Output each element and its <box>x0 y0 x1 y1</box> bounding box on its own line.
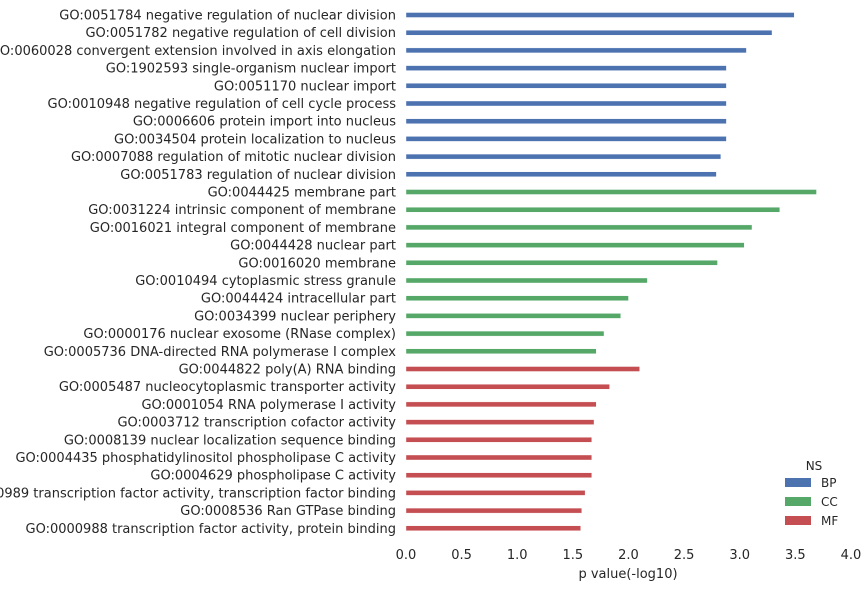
y-tick-label: GO:0008536 Ran GTPase binding <box>180 504 396 519</box>
y-tick-label: GO:0003712 transcription cofactor activi… <box>117 416 396 431</box>
y-tick-label: GO:0060028 convergent extension involved… <box>0 44 396 59</box>
y-tick-label: GO:0034399 nuclear periphery <box>194 309 396 324</box>
y-tick-label: GO:0034504 protein localization to nucle… <box>114 132 396 147</box>
y-tick-label: GO:0044425 membrane part <box>208 186 396 201</box>
y-tick-label: GO:0051170 nuclear import <box>214 79 396 94</box>
bar-bp <box>405 47 747 54</box>
legend-label-cc: CC <box>821 495 838 509</box>
y-tick-label: GO:0051782 negative regulation of cell d… <box>85 26 396 41</box>
bar-cc <box>405 348 597 354</box>
bar-bp <box>405 12 795 18</box>
bar-mf <box>405 472 592 478</box>
bar-bp <box>405 83 727 89</box>
bar-cc <box>405 277 648 284</box>
bar-mf <box>405 401 597 408</box>
bar-mf <box>405 490 586 496</box>
y-tick-label: GO:1902593 single-organism nuclear impor… <box>106 62 396 77</box>
x-tick-label: 2.0 <box>618 548 639 563</box>
bar-mf <box>405 454 592 461</box>
x-tick-label: 0.5 <box>451 548 472 563</box>
bar-cc <box>405 242 745 248</box>
bar-cc <box>405 189 817 195</box>
x-tick-label: 3.0 <box>729 548 750 563</box>
y-tick-label: GO:0007088 regulation of mitotic nuclear… <box>71 150 396 165</box>
bar-bp <box>405 153 722 160</box>
y-tick-label: GO:0044424 intracellular part <box>201 292 396 307</box>
y-tick-label: GO:0044428 nuclear part <box>230 239 396 254</box>
bar-bp <box>405 118 727 124</box>
bar-cc <box>405 330 605 337</box>
y-tick-label: GO:0016020 membrane <box>238 256 396 271</box>
legend-swatch-bp <box>785 478 811 487</box>
y-tick-label: GO:0001054 RNA polymerase I activity <box>141 398 396 413</box>
legend-title: NS <box>806 459 823 473</box>
bar-mf <box>405 507 582 514</box>
legend-swatch-mf <box>785 516 811 525</box>
bar-mf <box>405 384 610 390</box>
y-tick-label: GO:0004435 phosphatidylinositol phosphol… <box>15 451 396 466</box>
x-axis-title: p value(-log10) <box>578 567 677 582</box>
x-tick-label: 2.5 <box>674 548 695 563</box>
x-tick-label: 1.5 <box>563 548 584 563</box>
y-tick-label: GO:0005736 DNA-directed RNA polymerase I… <box>44 345 397 360</box>
y-tick-label: GO:0016021 integral component of membran… <box>90 221 396 236</box>
x-tick-label: 0.0 <box>396 548 417 563</box>
bar-mf <box>405 366 640 372</box>
y-tick-label: GO:0051783 regulation of nuclear divisio… <box>120 168 396 183</box>
y-tick-label: GO:0051784 negative regulation of nuclea… <box>59 9 396 24</box>
y-tick-label: GO:0005487 nucleocytoplasmic transporter… <box>59 380 396 395</box>
y-tick-labels: GO:0051784 negative regulation of nuclea… <box>0 9 396 537</box>
y-tick-label: GO:0000989 transcription factor activity… <box>0 486 396 501</box>
bar-mf <box>405 437 592 443</box>
y-tick-label: GO:0008139 nuclear localization sequence… <box>64 433 396 448</box>
x-tick-label: 1.0 <box>507 548 528 563</box>
bar-mf <box>405 419 595 425</box>
legend-swatch-cc <box>785 497 811 506</box>
y-tick-label: GO:0000176 nuclear exosome (RNase comple… <box>83 327 396 342</box>
y-tick-label: GO:0004629 phospholipase C activity <box>150 469 396 484</box>
x-tick-label: 3.5 <box>785 548 806 563</box>
y-tick-label: GO:0010948 negative regulation of cell c… <box>48 97 397 112</box>
bar-bp <box>405 136 727 142</box>
bar-cc <box>405 313 621 319</box>
y-tick-label: GO:0006606 protein import into nucleus <box>133 115 396 130</box>
y-tick-label: GO:0000988 transcription factor activity… <box>26 522 397 537</box>
legend: NS BP CC MF <box>785 459 838 528</box>
x-tick-label: 4.0 <box>841 548 862 563</box>
bar-cc <box>405 206 780 213</box>
legend-entries: BP CC MF <box>785 476 838 528</box>
bar-mf <box>405 525 581 531</box>
bar-cc <box>405 260 718 266</box>
bars-layer <box>405 12 817 531</box>
y-tick-label: GO:0010494 cytoplasmic stress granule <box>135 274 396 289</box>
bar-bp <box>405 30 773 36</box>
bar-cc <box>405 224 753 231</box>
x-tick-labels: 0.0 0.5 1.0 1.5 2.0 2.5 3.0 3.5 4.0 <box>396 548 862 563</box>
y-tick-label: GO:0044822 poly(A) RNA binding <box>179 363 396 378</box>
bar-bp <box>405 100 727 107</box>
bar-bp <box>405 65 727 71</box>
bar-cc <box>405 295 629 301</box>
y-tick-label: GO:0031224 intrinsic component of membra… <box>88 203 396 218</box>
bar-bp <box>405 171 717 178</box>
legend-label-mf: MF <box>821 514 838 528</box>
legend-label-bp: BP <box>821 476 836 490</box>
